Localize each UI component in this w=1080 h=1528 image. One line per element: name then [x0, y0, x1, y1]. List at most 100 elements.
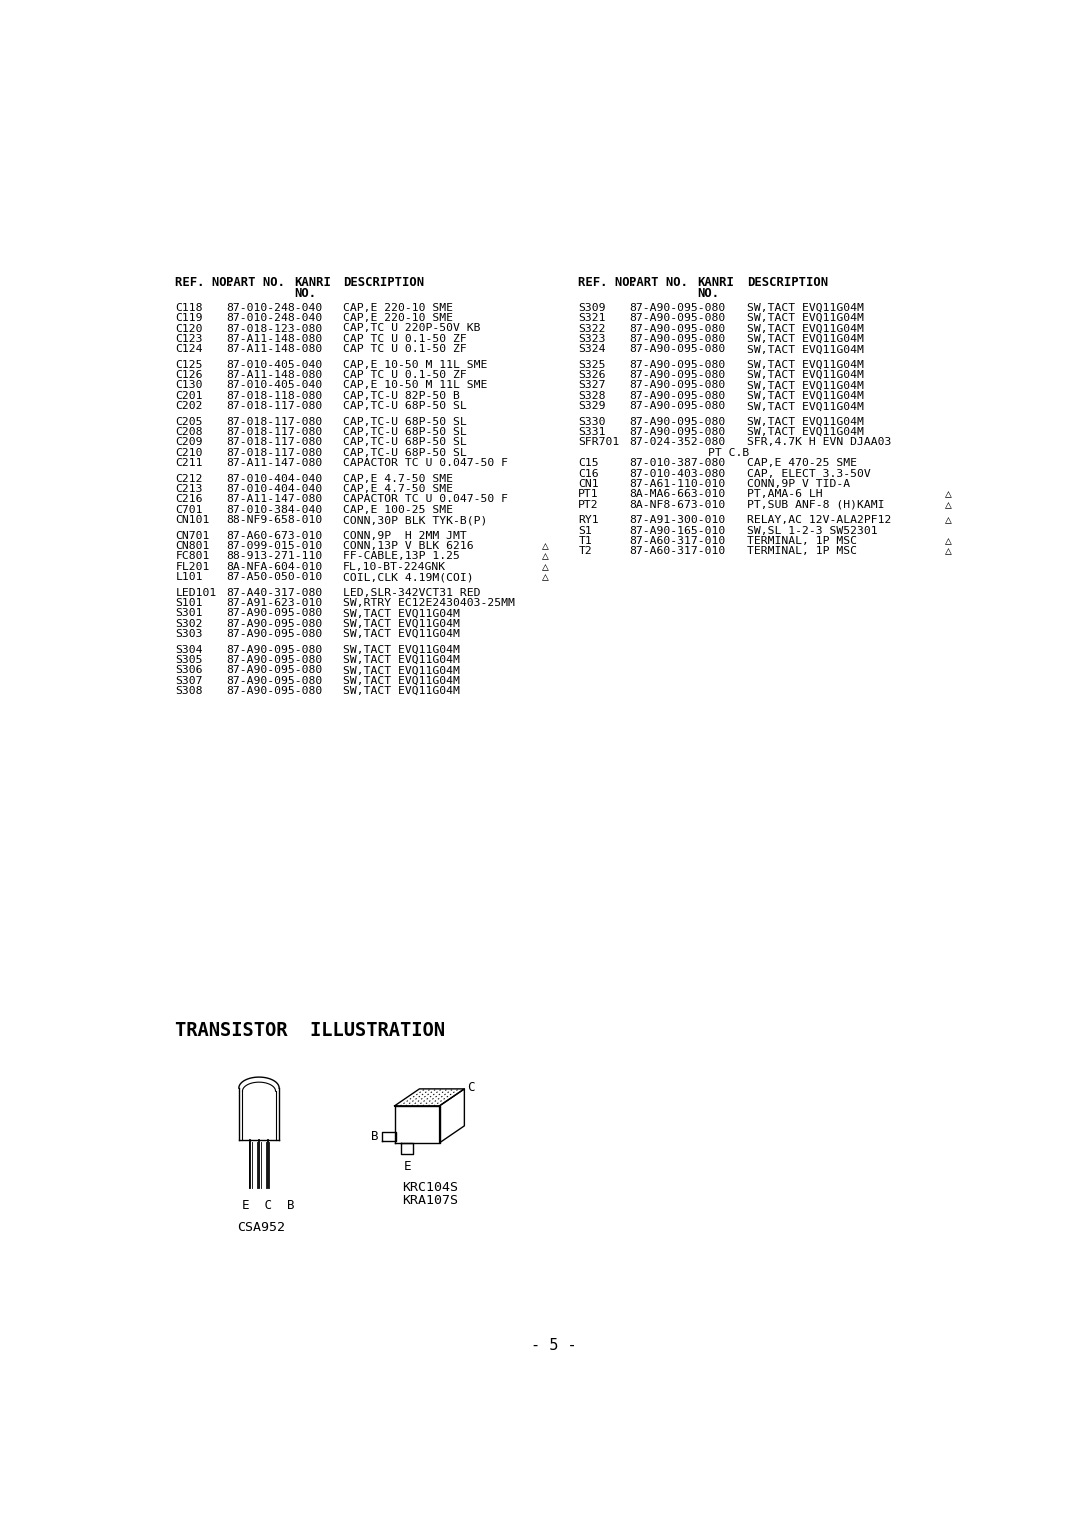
- Text: SW,TACT EVQ11G04M: SW,TACT EVQ11G04M: [342, 665, 460, 675]
- Text: 87-A90-095-080: 87-A90-095-080: [630, 402, 726, 411]
- Text: 87-A11-147-080: 87-A11-147-080: [227, 458, 323, 468]
- Text: SW,TACT EVQ11G04M: SW,TACT EVQ11G04M: [747, 313, 864, 322]
- Text: C202: C202: [175, 402, 203, 411]
- Text: FF-CABLE,13P 1.25: FF-CABLE,13P 1.25: [342, 552, 460, 561]
- Text: TERMINAL, 1P MSC: TERMINAL, 1P MSC: [747, 547, 858, 556]
- Text: S305: S305: [175, 656, 203, 665]
- Text: △: △: [542, 571, 550, 582]
- Text: 87-010-404-040: 87-010-404-040: [227, 484, 323, 494]
- Text: DESCRIPTION: DESCRIPTION: [342, 275, 423, 289]
- Text: CAP,TC U 220P-50V KB: CAP,TC U 220P-50V KB: [342, 324, 481, 333]
- Text: 87-A60-317-010: 87-A60-317-010: [630, 536, 726, 545]
- Text: SW,TACT EVQ11G04M: SW,TACT EVQ11G04M: [747, 344, 864, 354]
- Text: S330: S330: [578, 417, 606, 426]
- Text: CAPACTOR TC U 0.047-50 F: CAPACTOR TC U 0.047-50 F: [342, 495, 508, 504]
- Text: C216: C216: [175, 495, 203, 504]
- Text: S323: S323: [578, 335, 606, 344]
- Text: TERMINAL, 1P MSC: TERMINAL, 1P MSC: [747, 536, 858, 545]
- Text: 87-018-118-080: 87-018-118-080: [227, 391, 323, 400]
- Text: 87-018-123-080: 87-018-123-080: [227, 324, 323, 333]
- Text: S328: S328: [578, 391, 606, 400]
- Text: SW,TACT EVQ11G04M: SW,TACT EVQ11G04M: [747, 335, 864, 344]
- Text: CAPACTOR TC U 0.047-50 F: CAPACTOR TC U 0.047-50 F: [342, 458, 508, 468]
- Text: 87-010-248-040: 87-010-248-040: [227, 313, 323, 322]
- Text: CAP,TC-U 68P-50 SL: CAP,TC-U 68P-50 SL: [342, 448, 467, 458]
- Text: 87-A11-148-080: 87-A11-148-080: [227, 344, 323, 354]
- Text: 88-NF9-658-010: 88-NF9-658-010: [227, 515, 323, 526]
- Text: CN1: CN1: [578, 480, 599, 489]
- Text: 87-A90-095-080: 87-A90-095-080: [630, 303, 726, 313]
- Text: S302: S302: [175, 619, 203, 630]
- Text: 87-A40-317-080: 87-A40-317-080: [227, 588, 323, 597]
- Text: 87-A90-095-080: 87-A90-095-080: [630, 426, 726, 437]
- Text: C15: C15: [578, 458, 599, 468]
- Text: 87-A90-095-080: 87-A90-095-080: [630, 344, 726, 354]
- Text: 87-A91-623-010: 87-A91-623-010: [227, 597, 323, 608]
- Text: B: B: [372, 1131, 379, 1143]
- Text: 87-A90-095-080: 87-A90-095-080: [227, 645, 323, 654]
- Text: △: △: [542, 552, 550, 561]
- Text: △: △: [945, 500, 953, 510]
- Text: L101: L101: [175, 571, 203, 582]
- Text: - 5 -: - 5 -: [530, 1339, 577, 1354]
- Text: SW,TACT EVQ11G04M: SW,TACT EVQ11G04M: [342, 656, 460, 665]
- Text: 87-A90-095-080: 87-A90-095-080: [227, 675, 323, 686]
- Text: 87-A90-095-080: 87-A90-095-080: [227, 686, 323, 697]
- Text: CAP,E 4.7-50 SME: CAP,E 4.7-50 SME: [342, 484, 453, 494]
- Text: SW,TACT EVQ11G04M: SW,TACT EVQ11G04M: [747, 359, 864, 370]
- Text: CONN,9P V TID-A: CONN,9P V TID-A: [747, 480, 850, 489]
- Text: S303: S303: [175, 630, 203, 639]
- Text: CN701: CN701: [175, 530, 210, 541]
- Text: PT1: PT1: [578, 489, 599, 500]
- Text: △: △: [945, 536, 953, 545]
- Text: SW,TACT EVQ11G04M: SW,TACT EVQ11G04M: [747, 417, 864, 426]
- Text: CAP,E 220-10 SME: CAP,E 220-10 SME: [342, 303, 453, 313]
- Text: CN101: CN101: [175, 515, 210, 526]
- Text: 87-A90-095-080: 87-A90-095-080: [227, 608, 323, 619]
- Text: 87-010-405-040: 87-010-405-040: [227, 380, 323, 391]
- Text: CAP,TC-U 82P-50 B: CAP,TC-U 82P-50 B: [342, 391, 460, 400]
- Text: NO.: NO.: [697, 287, 719, 299]
- Text: S309: S309: [578, 303, 606, 313]
- Text: SW,TACT EVQ11G04M: SW,TACT EVQ11G04M: [747, 370, 864, 380]
- Text: RELAY,AC 12V-ALA2PF12: RELAY,AC 12V-ALA2PF12: [747, 515, 892, 526]
- Text: C119: C119: [175, 313, 203, 322]
- Text: CONN,9P  H 2MM JMT: CONN,9P H 2MM JMT: [342, 530, 467, 541]
- Text: PT2: PT2: [578, 500, 599, 510]
- Text: 87-010-403-080: 87-010-403-080: [630, 469, 726, 478]
- Text: 87-A90-095-080: 87-A90-095-080: [227, 665, 323, 675]
- Text: S308: S308: [175, 686, 203, 697]
- Text: S321: S321: [578, 313, 606, 322]
- Text: FC801: FC801: [175, 552, 210, 561]
- Text: COIL,CLK 4.19M(COI): COIL,CLK 4.19M(COI): [342, 571, 473, 582]
- Text: S327: S327: [578, 380, 606, 391]
- Text: CAP,E 220-10 SME: CAP,E 220-10 SME: [342, 313, 453, 322]
- Text: CAP TC U 0.1-50 ZF: CAP TC U 0.1-50 ZF: [342, 344, 467, 354]
- Text: 88-913-271-110: 88-913-271-110: [227, 552, 323, 561]
- Text: SFR,4.7K H EVN DJAA03: SFR,4.7K H EVN DJAA03: [747, 437, 892, 448]
- Text: C205: C205: [175, 417, 203, 426]
- Text: S301: S301: [175, 608, 203, 619]
- Text: C212: C212: [175, 474, 203, 484]
- Text: CAP TC U 0.1-50 ZF: CAP TC U 0.1-50 ZF: [342, 370, 467, 380]
- Text: 87-018-117-080: 87-018-117-080: [227, 402, 323, 411]
- Text: 87-010-384-040: 87-010-384-040: [227, 504, 323, 515]
- Text: 87-018-117-080: 87-018-117-080: [227, 437, 323, 448]
- Text: SW,TACT EVQ11G04M: SW,TACT EVQ11G04M: [747, 303, 864, 313]
- Text: KRC104S: KRC104S: [403, 1181, 458, 1195]
- Text: 87-024-352-080: 87-024-352-080: [630, 437, 726, 448]
- Text: 87-A90-095-080: 87-A90-095-080: [630, 313, 726, 322]
- Text: CAP,TC-U 68P-50 SL: CAP,TC-U 68P-50 SL: [342, 417, 467, 426]
- Text: 87-A90-095-080: 87-A90-095-080: [630, 417, 726, 426]
- Text: SW,TACT EVQ11G04M: SW,TACT EVQ11G04M: [342, 686, 460, 697]
- Text: 87-A90-095-080: 87-A90-095-080: [227, 630, 323, 639]
- Text: CAP, ELECT 3.3-50V: CAP, ELECT 3.3-50V: [747, 469, 870, 478]
- Text: REF. NO.: REF. NO.: [578, 275, 637, 289]
- Text: PT,SUB ANF-8 (H)KAMI: PT,SUB ANF-8 (H)KAMI: [747, 500, 885, 510]
- Text: CAP,E 4.7-50 SME: CAP,E 4.7-50 SME: [342, 474, 453, 484]
- Text: 87-010-404-040: 87-010-404-040: [227, 474, 323, 484]
- Text: FL,10-BT-224GNK: FL,10-BT-224GNK: [342, 562, 446, 571]
- Text: PART NO.: PART NO.: [227, 275, 285, 289]
- Text: 8A-NF8-673-010: 8A-NF8-673-010: [630, 500, 726, 510]
- Text: SW,TACT EVQ11G04M: SW,TACT EVQ11G04M: [342, 619, 460, 630]
